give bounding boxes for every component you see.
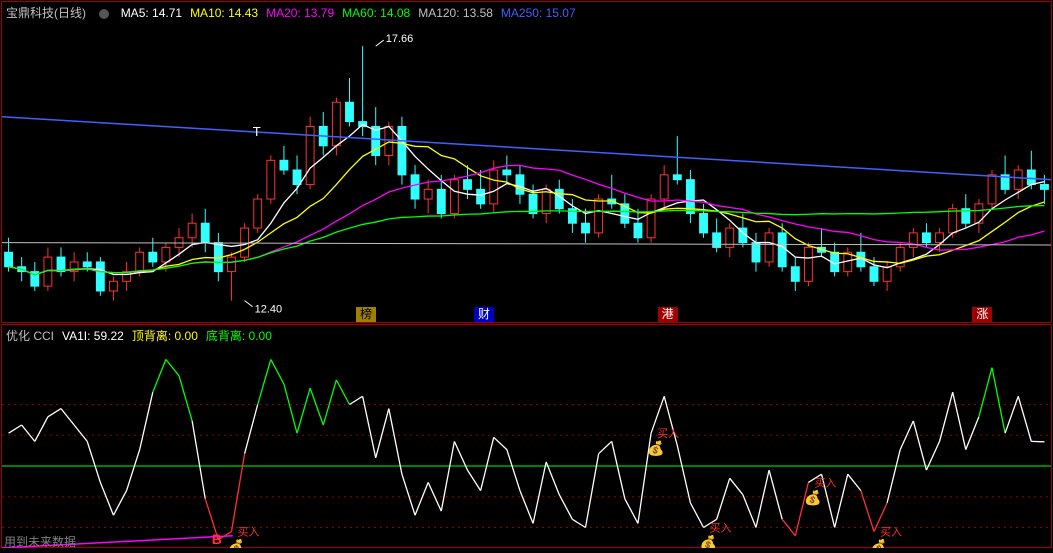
svg-text:买入: 买入 bbox=[657, 427, 679, 440]
svg-text:💰: 💰 bbox=[647, 440, 664, 457]
event-marker[interactable]: 涨 bbox=[972, 307, 992, 322]
cci-legend: 优化 CCI VA1I: 59.22 顶背离: 0.00 底背离: 0.00 bbox=[6, 327, 280, 344]
info-disc-icon[interactable] bbox=[99, 9, 109, 19]
ma-legend-item: MA10: 14.43 bbox=[190, 6, 258, 20]
price-chart-panel[interactable]: 宝鼎科技(日线) MA5: 14.71 MA10: 14.43 MA20: 13.7… bbox=[1, 1, 1052, 323]
svg-text:B: B bbox=[212, 531, 222, 547]
svg-text:💰: 💰 bbox=[804, 489, 821, 506]
event-marker[interactable]: 港 bbox=[658, 307, 678, 322]
stock-title: 宝鼎科技(日线) bbox=[6, 6, 86, 20]
cci-chart-svg: 买入💰买入💰买入💰买入💰买入💰B用到未来数据 bbox=[2, 325, 1051, 548]
cci-legend-item: 底背离: 0.00 bbox=[206, 329, 272, 343]
price-chart-svg: 17.6612.40T bbox=[2, 2, 1051, 322]
cci-legend-item: 优化 CCI bbox=[6, 329, 54, 343]
event-marker[interactable]: 财 bbox=[474, 307, 494, 322]
svg-text:买入: 买入 bbox=[814, 476, 836, 489]
svg-text:💰: 💰 bbox=[700, 535, 717, 549]
svg-text:💰: 💰 bbox=[870, 539, 887, 548]
event-markers-row: 榜财港涨 bbox=[2, 306, 1051, 322]
svg-text:💰: 💰 bbox=[227, 539, 244, 548]
svg-text:T: T bbox=[253, 124, 261, 139]
cci-legend-item: 顶背离: 0.00 bbox=[132, 329, 198, 343]
svg-text:17.66: 17.66 bbox=[386, 33, 414, 45]
cci-legend-item: VA1I: 59.22 bbox=[62, 329, 124, 343]
ma-legend-item: MA20: 13.79 bbox=[266, 6, 334, 20]
ma-legend-item: MA60: 14.08 bbox=[342, 6, 410, 20]
svg-text:买入: 买入 bbox=[880, 526, 902, 539]
svg-text:买入: 买入 bbox=[710, 522, 732, 535]
event-marker[interactable]: 榜 bbox=[356, 307, 376, 322]
cci-indicator-panel[interactable]: 优化 CCIVA1I: 59.22顶背离: 0.00底背离: 0.00 买入💰买… bbox=[1, 324, 1052, 548]
ma-legend-item: MA5: 14.71 bbox=[121, 6, 182, 20]
svg-text:用到未来数据: 用到未来数据 bbox=[4, 534, 76, 548]
price-legend: 宝鼎科技(日线) MA5: 14.71 MA10: 14.43 MA20: 13.7… bbox=[6, 4, 592, 21]
svg-text:买入: 买入 bbox=[237, 526, 259, 539]
ma-legend-item: MA120: 13.58 bbox=[418, 6, 493, 20]
ma-legend-item: MA250: 15.07 bbox=[501, 6, 576, 20]
